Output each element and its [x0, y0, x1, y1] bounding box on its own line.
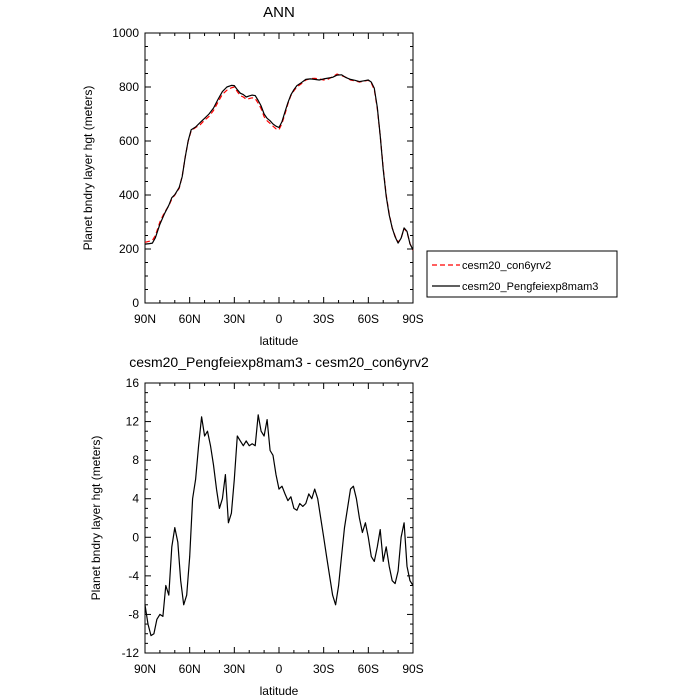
x-tick-label: 30N	[223, 312, 245, 326]
legend-entry: cesm20_con6yrv2	[462, 260, 551, 272]
y-tick-label: 400	[119, 188, 139, 202]
y-tick-label: 200	[119, 242, 139, 256]
legend-box	[426, 250, 618, 298]
y-tick-label: 800	[119, 80, 139, 94]
top-panel: ANN 90N 60N 30N 0 30S 60S 90S 0 200 400 600 800 1000 l…	[81, 4, 424, 348]
legend-entry: cesm20_Pengfeiexp8mam3	[462, 281, 598, 293]
bottom-panel: cesm20_Pengfeiexp8mam3 - cesm20_con6yrv2…	[89, 354, 429, 698]
y-axis-label: Planet bndry layer hgt (meters)	[81, 86, 95, 251]
x-tick-label: 0	[276, 312, 283, 326]
x-tick-label: 30S	[313, 662, 334, 676]
x-tick-label: 60N	[179, 662, 201, 676]
x-tick-label: 90S	[402, 312, 423, 326]
y-tick-label: 4	[132, 492, 139, 506]
y-tick-label: -8	[128, 607, 139, 621]
y-tick-label: -4	[128, 569, 139, 583]
x-axis-label: latitude	[260, 684, 299, 698]
x-tick-label: 30N	[223, 662, 245, 676]
cesm20_Pengfeiexp8mam3-line	[144, 74, 414, 251]
y-tick-label: 1000	[112, 26, 139, 40]
y-tick-label: -12	[122, 646, 140, 660]
plot-frame	[144, 382, 414, 654]
y-tick-label: 600	[119, 134, 139, 148]
plot-frame	[144, 32, 414, 304]
x-tick-label: 60N	[179, 312, 201, 326]
x-tick-label: 90N	[134, 662, 156, 676]
y-tick-label: 12	[126, 415, 140, 429]
legend: cesm20_con6yrv2 cesm20_Pengfeiexp8mam3	[426, 250, 618, 298]
x-tick-label: 60S	[358, 662, 379, 676]
y-tick-label: 16	[126, 376, 140, 390]
difference-line	[144, 414, 414, 637]
x-tick-label: 90N	[134, 312, 156, 326]
x-tick-label: 0	[276, 662, 283, 676]
y-tick-label: 8	[132, 453, 139, 467]
y-axis-label: Planet bndry layer hgt (meters)	[89, 436, 103, 601]
chart-title: ANN	[263, 4, 295, 21]
x-tick-label: 60S	[358, 312, 379, 326]
y-tick-label: 0	[132, 530, 139, 544]
x-tick-label: 90S	[402, 662, 423, 676]
x-tick-label: 30S	[313, 312, 334, 326]
x-axis-label: latitude	[260, 334, 299, 348]
chart-title: cesm20_Pengfeiexp8mam3 - cesm20_con6yrv2	[129, 354, 429, 370]
cesm20_con6yrv2-line	[144, 73, 414, 251]
y-tick-label: 0	[132, 296, 139, 310]
